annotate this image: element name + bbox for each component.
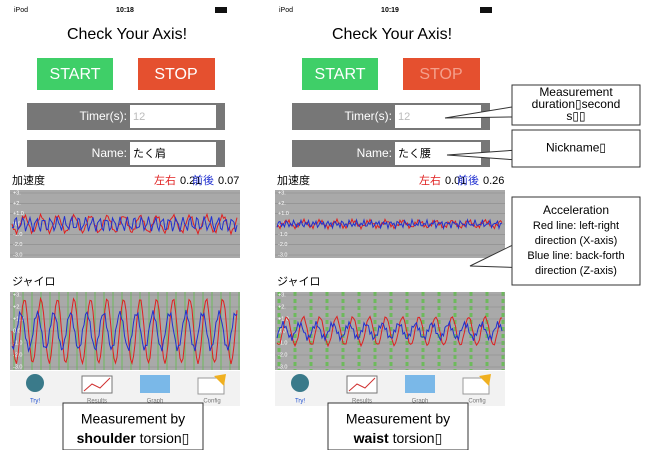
graph-tick: +3. bbox=[13, 292, 21, 298]
front-back-value: 0.07 bbox=[218, 175, 239, 187]
graph-tick: -3.0 bbox=[278, 252, 287, 258]
callout-text: Red line: left-right bbox=[533, 220, 619, 232]
tab-label[interactable]: Config bbox=[203, 399, 220, 405]
screenshot: iPod 10:18 Check Your Axis! START STOP Timer(… bbox=[0, 0, 651, 450]
try-icon bbox=[291, 374, 309, 392]
caption-line: Measurement by bbox=[81, 411, 185, 427]
timer-value: 12 bbox=[133, 111, 145, 123]
front-back-label: 前後 bbox=[192, 173, 214, 187]
graph-tick: -3.0 bbox=[13, 252, 22, 258]
left-right-label: 左右 bbox=[419, 173, 441, 187]
tab-label[interactable]: Try! bbox=[295, 399, 305, 405]
app-title: Check Your Axis! bbox=[332, 26, 452, 43]
graph-tick: +3. bbox=[278, 190, 286, 196]
clock: 10:18 bbox=[116, 7, 134, 14]
callout-text: Blue line: back-forth bbox=[527, 250, 624, 262]
callout-text: direction (X-axis) bbox=[535, 235, 618, 247]
caption-line: shoulder torsion▯ bbox=[77, 430, 190, 446]
tab-label[interactable]: Try! bbox=[30, 399, 40, 405]
graph-tick: +3. bbox=[278, 292, 286, 298]
clock: 10:19 bbox=[381, 7, 399, 14]
graph-tick: -1.0 bbox=[278, 232, 287, 238]
timer-label: Timer(s): bbox=[79, 109, 127, 123]
callout-text: s▯▯ bbox=[566, 109, 585, 123]
timer-value: 12 bbox=[398, 111, 410, 123]
stop-label: STOP bbox=[419, 66, 462, 83]
caption-emphasis: waist bbox=[353, 430, 389, 446]
start-label: START bbox=[50, 66, 101, 83]
graph-tick: -1.0 bbox=[278, 340, 287, 346]
graph-tick: -3.0 bbox=[278, 364, 287, 370]
left-right-label: 左右 bbox=[154, 173, 176, 187]
graph-tick: +2. bbox=[278, 304, 286, 310]
gyro-label: ジャイロ bbox=[12, 276, 55, 288]
accel-label: 加速度 bbox=[277, 173, 310, 187]
carrier: iPod bbox=[14, 7, 28, 14]
graph-tick: -1.0 bbox=[13, 232, 22, 238]
tab-label[interactable]: Config bbox=[468, 399, 485, 405]
front-back-value: 0.26 bbox=[483, 175, 504, 187]
graph-tick: -2.0 bbox=[13, 242, 22, 248]
gyro-label: ジャイロ bbox=[277, 276, 320, 288]
caption-emphasis: shoulder bbox=[77, 430, 137, 446]
results-icon bbox=[347, 376, 377, 393]
front-back-label: 前後 bbox=[457, 173, 479, 187]
graph-tick: -2.0 bbox=[278, 352, 287, 358]
graph-tick: +3. bbox=[13, 190, 21, 196]
graph-tick: +2. bbox=[278, 201, 286, 207]
graph-tick: +2. bbox=[13, 201, 21, 207]
graph-tick: -3.0 bbox=[13, 364, 22, 370]
graph-icon bbox=[405, 375, 435, 393]
accel-label: 加速度 bbox=[12, 173, 45, 187]
caption-suffix: torsion▯ bbox=[136, 430, 190, 446]
callout-text: Acceleration bbox=[543, 203, 609, 217]
callout-text: direction (Z-axis) bbox=[535, 265, 617, 277]
caption-suffix: torsion▯ bbox=[389, 430, 443, 446]
graph-tick: +2. bbox=[13, 304, 21, 310]
timer-label: Timer(s): bbox=[344, 109, 392, 123]
results-icon bbox=[82, 376, 112, 393]
name-label: Name: bbox=[92, 146, 127, 160]
callout-text: Nickname▯ bbox=[546, 141, 606, 155]
battery bbox=[480, 7, 492, 13]
name-value: たく肩 bbox=[133, 146, 166, 160]
graph-icon bbox=[140, 375, 170, 393]
carrier: iPod bbox=[279, 7, 293, 14]
name-value: たく腰 bbox=[398, 147, 431, 160]
graph-tick: +1.0 bbox=[278, 211, 289, 217]
app-title: Check Your Axis! bbox=[67, 26, 187, 43]
start-label: START bbox=[315, 66, 366, 83]
stop-label: STOP bbox=[154, 66, 197, 83]
try-icon bbox=[26, 374, 44, 392]
caption-line: Measurement by bbox=[346, 411, 450, 427]
phone-screen: iPod 10:19 Check Your Axis! START STOP Timer(… bbox=[275, 7, 505, 450]
caption-line: waist torsion▯ bbox=[353, 430, 443, 446]
graph-tick: -2.0 bbox=[278, 242, 287, 248]
phone-screen: iPod 10:18 Check Your Axis! START STOP Timer(… bbox=[10, 7, 240, 450]
name-label: Name: bbox=[357, 146, 392, 160]
battery bbox=[215, 7, 227, 13]
